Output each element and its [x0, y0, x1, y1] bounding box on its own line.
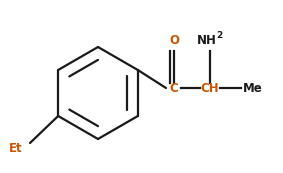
- Text: Et: Et: [9, 142, 23, 154]
- Text: NH: NH: [197, 34, 217, 48]
- Text: C: C: [170, 81, 178, 94]
- Text: CH: CH: [201, 81, 219, 94]
- Text: 2: 2: [216, 30, 222, 39]
- Text: Me: Me: [243, 81, 263, 94]
- Text: O: O: [169, 34, 179, 48]
